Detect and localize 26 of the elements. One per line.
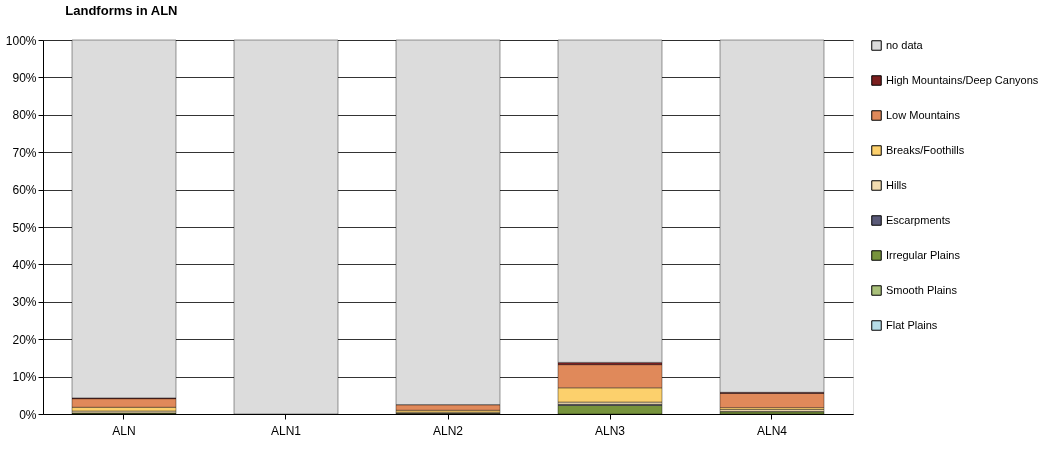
y-tick-label: 70%: [12, 145, 37, 160]
y-tick-label: 90%: [12, 70, 37, 85]
legend-label: Hills: [886, 178, 908, 191]
y-tick-label: 40%: [12, 257, 37, 272]
x-tick-label: ALN1: [270, 423, 302, 438]
y-tick-label: 30%: [12, 295, 37, 310]
x-tick-label: ALN3: [594, 423, 626, 438]
x-tick-label: ALN4: [756, 423, 788, 438]
y-tick-label: 50%: [12, 220, 37, 235]
y-tick-label: 100%: [5, 33, 37, 48]
legend-label: no data: [886, 38, 924, 51]
y-tick-label: 10%: [12, 370, 37, 385]
legend-label: Irregular Plains: [886, 248, 961, 261]
y-tick-label: 80%: [12, 108, 37, 123]
y-tick-label: 0%: [19, 407, 37, 422]
y-tick-label: 60%: [12, 183, 37, 198]
y-tick-label: 20%: [12, 332, 37, 347]
x-tick-label: ALN2: [432, 423, 464, 438]
legend-label: Flat Plains: [886, 318, 938, 331]
legend-label: Escarpments: [886, 213, 951, 226]
legend-label: High Mountains/Deep Canyons: [886, 73, 1039, 86]
x-tick-label: ALN: [112, 423, 136, 438]
legend-label: Smooth Plains: [886, 283, 958, 296]
legend-label: Breaks/Foothills: [886, 143, 965, 156]
chart-title: Landforms in ALN: [65, 3, 178, 18]
legend-label: Low Mountains: [886, 108, 961, 121]
